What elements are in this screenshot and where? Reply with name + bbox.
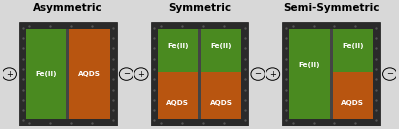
Text: −: −: [123, 70, 130, 79]
Text: +: +: [138, 70, 144, 79]
Bar: [158, 29, 198, 72]
Text: AQDS: AQDS: [78, 71, 101, 77]
Text: +: +: [6, 70, 13, 79]
Title: Asymmetric: Asymmetric: [33, 3, 103, 13]
Text: +: +: [269, 70, 276, 79]
Text: −: −: [386, 70, 393, 79]
Bar: [19, 22, 117, 126]
Text: Fe(II): Fe(II): [167, 43, 189, 49]
Bar: [201, 29, 241, 72]
Bar: [158, 72, 198, 119]
Text: Fe(II): Fe(II): [299, 62, 320, 68]
Bar: [67, 29, 69, 119]
Text: AQDS: AQDS: [209, 100, 233, 106]
Bar: [282, 22, 380, 126]
Bar: [26, 29, 67, 119]
Bar: [332, 29, 373, 72]
Bar: [198, 29, 201, 119]
Text: Fe(II): Fe(II): [210, 43, 232, 49]
Bar: [69, 29, 110, 119]
Bar: [332, 72, 373, 119]
Bar: [289, 29, 330, 119]
Title: Symmetric: Symmetric: [168, 3, 231, 13]
Bar: [201, 72, 241, 119]
Text: Fe(II): Fe(II): [342, 43, 363, 49]
Bar: [151, 22, 248, 126]
Text: Fe(II): Fe(II): [36, 71, 57, 77]
Title: Semi-Symmetric: Semi-Symmetric: [283, 3, 379, 13]
Text: AQDS: AQDS: [341, 100, 364, 106]
Text: AQDS: AQDS: [166, 100, 190, 106]
Text: −: −: [255, 70, 262, 79]
Bar: [330, 29, 332, 119]
